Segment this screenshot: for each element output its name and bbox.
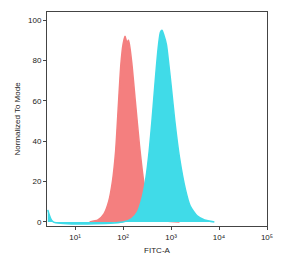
svg-text:10⁵: 10⁵ (261, 233, 273, 242)
svg-text:Normalized To Mode: Normalized To Mode (13, 82, 22, 156)
svg-text:20: 20 (32, 177, 41, 186)
svg-text:80: 80 (32, 56, 41, 65)
svg-text:FITC-A: FITC-A (144, 246, 170, 255)
svg-text:10³: 10³ (165, 233, 177, 242)
svg-text:10¹: 10¹ (69, 233, 81, 242)
svg-text:40: 40 (32, 137, 41, 146)
svg-text:0: 0 (37, 218, 42, 227)
svg-text:100: 100 (28, 16, 42, 25)
svg-text:10²: 10² (117, 233, 129, 242)
svg-text:60: 60 (32, 97, 41, 106)
svg-text:10⁴: 10⁴ (213, 233, 226, 242)
